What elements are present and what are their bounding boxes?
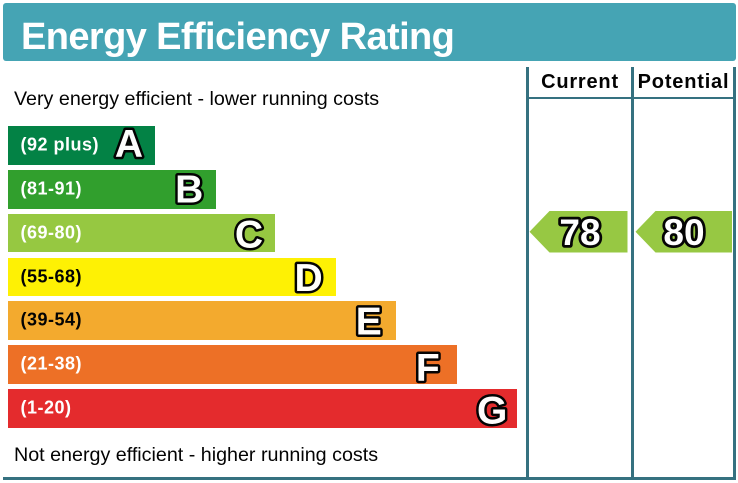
svg-text:C: C: [235, 214, 263, 257]
svg-text:80: 80: [663, 212, 704, 253]
svg-text:78: 78: [559, 212, 600, 253]
svg-text:A: A: [115, 123, 143, 166]
svg-text:B: B: [175, 169, 203, 212]
svg-text:D: D: [295, 257, 323, 300]
svg-text:G: G: [477, 390, 507, 433]
svg-text:F: F: [416, 347, 440, 390]
svg-text:E: E: [356, 301, 382, 344]
